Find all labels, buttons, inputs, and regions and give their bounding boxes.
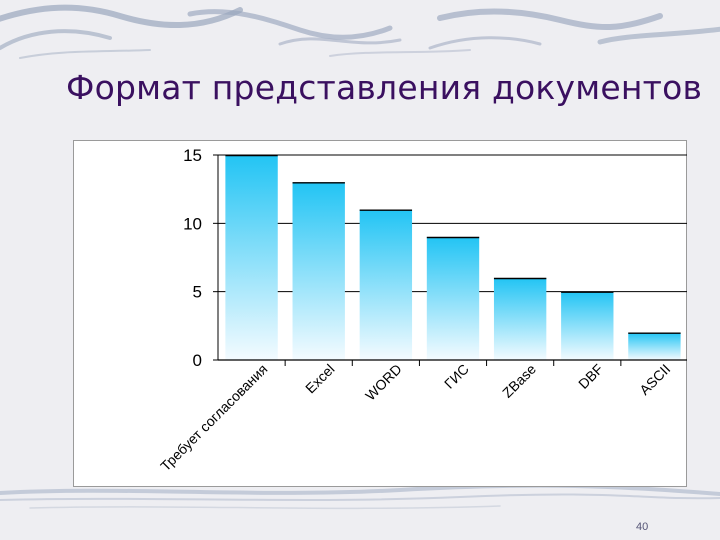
bar-chart: 0 5 10 15 Требует согласования Excel WORD ГИС Z… (157, 146, 687, 474)
x-tick-label-3: WORD (362, 361, 405, 404)
bar-3 (359, 209, 413, 360)
y-tick-label-0: 0 (193, 351, 202, 370)
bar-5 (493, 278, 547, 360)
x-tick-label-2: Excel (302, 361, 338, 397)
bar-6 (561, 291, 614, 360)
bar-1 (225, 155, 278, 360)
axes (213, 154, 687, 366)
bar-4 (426, 237, 480, 360)
x-tick-label-6: DBF (575, 361, 606, 392)
y-tick-label-5: 5 (193, 283, 202, 302)
y-tick-label-10: 10 (183, 214, 202, 233)
y-tick-labels: 0 5 10 15 (183, 146, 202, 370)
x-tick-label-4: ГИС (441, 361, 472, 392)
bars (225, 154, 681, 360)
slide-title: Формат представления документов (66, 68, 703, 107)
x-tick-labels: Требует согласования Excel WORD ГИС ZBase DBF… (157, 361, 673, 474)
x-tick-label-7: ASCII (636, 361, 673, 398)
x-tick-label-5: ZBase (499, 361, 539, 401)
bar-7 (628, 332, 681, 360)
bottom-decoration (0, 483, 720, 510)
top-decoration (0, 4, 720, 59)
y-tick-label-15: 15 (183, 146, 202, 165)
bar-2 (292, 182, 345, 360)
x-tick-label-1: Требует согласования (157, 361, 270, 474)
page-number: 40 (636, 521, 649, 533)
